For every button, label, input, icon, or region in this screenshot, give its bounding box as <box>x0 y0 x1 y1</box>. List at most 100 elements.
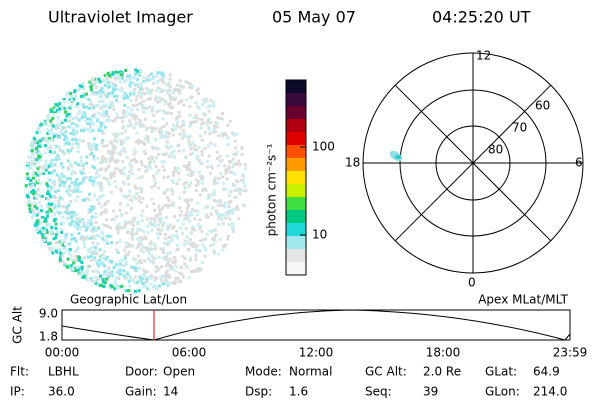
image-pixel <box>179 265 183 269</box>
image-pixel <box>170 203 174 207</box>
image-pixel <box>122 264 126 268</box>
image-pixel <box>82 105 86 109</box>
image-pixel <box>190 198 193 202</box>
image-pixel <box>122 289 126 292</box>
image-pixel <box>95 171 99 175</box>
image-pixel <box>29 179 33 182</box>
image-pixel <box>198 193 202 197</box>
image-pixel <box>44 159 48 163</box>
image-pixel <box>42 169 46 173</box>
image-pixel <box>116 159 120 163</box>
image-pixel <box>98 195 102 199</box>
image-pixel <box>119 259 123 263</box>
image-pixel <box>185 235 189 239</box>
image-pixel <box>135 232 139 236</box>
image-pixel <box>88 106 92 110</box>
image-pixel <box>81 163 85 167</box>
image-pixel <box>143 117 147 121</box>
image-pixel <box>126 136 130 140</box>
image-pixel <box>209 164 213 168</box>
image-pixel <box>88 192 92 196</box>
image-pixel <box>94 103 98 107</box>
image-pixel <box>123 103 127 107</box>
image-pixel <box>61 165 65 169</box>
image-pixel <box>35 197 39 200</box>
image-pixel <box>163 111 167 115</box>
image-pixel <box>156 153 160 157</box>
image-pixel <box>78 220 82 223</box>
image-pixel <box>73 171 77 175</box>
image-pixel <box>128 83 132 87</box>
image-pixel <box>164 276 168 280</box>
image-pixel <box>99 186 103 190</box>
image-pixel <box>105 177 109 181</box>
image-pixel <box>114 70 118 74</box>
image-pixel <box>63 152 67 156</box>
image-pixel <box>31 188 35 192</box>
image-pixel <box>160 152 164 156</box>
image-pixel <box>69 115 73 119</box>
image-pixel <box>50 231 53 235</box>
image-pixel <box>103 105 107 109</box>
image-pixel <box>165 130 168 134</box>
image-pixel <box>119 73 123 77</box>
image-pixel <box>90 83 94 87</box>
image-pixel <box>138 122 142 126</box>
image-pixel <box>138 73 142 77</box>
image-pixel <box>79 190 83 193</box>
image-pixel <box>43 151 47 155</box>
image-pixel <box>49 119 53 123</box>
image-pixel <box>84 120 88 124</box>
image-pixel <box>163 256 167 260</box>
image-pixel <box>150 185 154 189</box>
image-pixel <box>172 149 176 153</box>
image-pixel <box>177 110 181 114</box>
image-pixel <box>167 259 171 263</box>
image-pixel <box>146 257 150 260</box>
image-pixel <box>89 250 93 254</box>
image-pixel <box>200 175 204 179</box>
image-pixel <box>35 206 39 210</box>
image-pixel <box>173 258 177 262</box>
image-pixel <box>186 240 190 244</box>
image-pixel <box>213 236 217 239</box>
image-pixel <box>140 187 144 191</box>
image-pixel <box>139 228 143 232</box>
image-pixel <box>79 225 83 229</box>
image-pixel <box>98 80 102 84</box>
image-pixel <box>85 105 89 109</box>
image-pixel <box>190 86 194 90</box>
image-pixel <box>179 100 183 103</box>
image-pixel <box>228 189 232 193</box>
image-pixel <box>66 159 70 163</box>
image-pixel <box>45 140 49 144</box>
image-pixel <box>31 142 35 146</box>
image-pixel <box>101 232 105 236</box>
image-pixel <box>145 249 149 253</box>
image-pixel <box>75 258 79 262</box>
image-pixel <box>120 263 124 267</box>
image-pixel <box>47 222 51 226</box>
image-pixel <box>123 79 127 83</box>
image-pixel <box>146 91 150 95</box>
image-pixel <box>188 167 192 171</box>
image-pixel <box>185 164 189 168</box>
image-pixel <box>161 98 165 101</box>
image-pixel <box>128 93 132 97</box>
image-pixel <box>171 150 175 154</box>
image-pixel <box>51 163 55 167</box>
image-pixel <box>85 228 88 232</box>
image-pixel <box>226 237 230 241</box>
image-pixel <box>144 128 148 132</box>
image-pixel <box>100 262 104 266</box>
image-pixel <box>92 207 96 211</box>
image-pixel <box>119 70 122 74</box>
image-pixel <box>47 164 51 168</box>
image-pixel <box>115 88 119 92</box>
image-pixel <box>57 204 61 208</box>
image-pixel <box>90 148 94 152</box>
image-pixel <box>84 237 88 241</box>
image-pixel <box>191 151 195 155</box>
image-pixel <box>104 168 108 172</box>
image-pixel <box>105 78 109 82</box>
